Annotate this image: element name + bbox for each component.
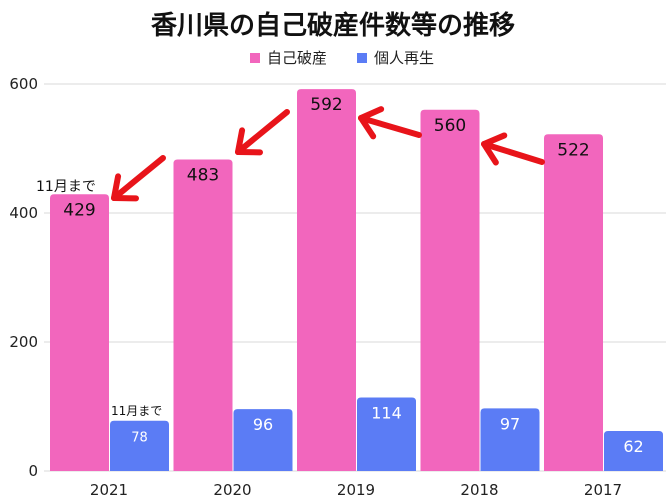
label-bankruptcy-2021: 429: [63, 200, 95, 220]
arrows: [111, 106, 545, 202]
label-bankruptcy-2017: 522: [557, 140, 589, 160]
annotation-bankruptcy-2021: 11月まで: [36, 179, 96, 195]
label-bankruptcy-2018: 560: [434, 116, 466, 136]
bar-bankruptcy-2021: [50, 194, 109, 472]
arrow-2018-to-2019: [358, 106, 422, 140]
x-tick-label-2019: 2019: [337, 481, 375, 499]
arrow-2020-to-2021: [111, 155, 166, 202]
arrow-2017-to-2018: [481, 132, 545, 166]
chart-title: 香川県の自己破産件数等の推移: [151, 10, 515, 41]
bar-bankruptcy-2019: [297, 89, 356, 471]
arrow-2019-to-2020: [235, 109, 290, 156]
bar-rehab-2021: [110, 420, 169, 471]
y-tick-label: 400: [9, 204, 38, 222]
value-labels: 429 78 483 96 592 114 560 97 522 62: [63, 95, 643, 456]
label-rehab-2021: 78: [131, 431, 148, 446]
bar-rehab-2017: [604, 431, 663, 471]
x-tick-label-2017: 2017: [584, 481, 622, 499]
bar-rehab-2020: [233, 409, 293, 471]
x-axis: 2021 2020 2019 2018 2017: [90, 481, 622, 499]
y-tick-label: 0: [28, 462, 38, 480]
annotation-rehab-2021: 11月まで: [111, 404, 162, 418]
label-rehab-2020: 96: [253, 415, 273, 434]
bar-rehab-2018: [480, 408, 540, 471]
y-axis: 0 200 400 600: [9, 75, 38, 480]
legend-label-bankruptcy: 自己破産: [267, 49, 327, 67]
annotations: 11月まで 11月まで: [36, 179, 162, 418]
bar-bankruptcy-2020: [173, 159, 233, 471]
label-rehab-2018: 97: [500, 414, 520, 433]
label-bankruptcy-2020: 483: [187, 165, 219, 185]
legend-swatch-bankruptcy: [250, 53, 260, 63]
y-tick-label: 200: [9, 333, 38, 351]
label-rehab-2019: 114: [371, 403, 402, 422]
bars: [50, 89, 663, 472]
bar-rehab-2019: [357, 397, 416, 471]
legend-swatch-rehab: [357, 53, 367, 63]
bar-bankruptcy-2017: [544, 134, 603, 471]
x-tick-label-2020: 2020: [213, 481, 251, 499]
legend-label-rehab: 個人再生: [374, 49, 434, 67]
legend: 自己破産 個人再生: [250, 49, 434, 67]
bar-bankruptcy-2018: [420, 109, 480, 472]
label-bankruptcy-2019: 592: [310, 95, 342, 115]
label-rehab-2017: 62: [623, 437, 643, 456]
y-tick-label: 600: [9, 75, 38, 93]
x-tick-label-2018: 2018: [460, 481, 498, 499]
x-tick-label-2021: 2021: [90, 481, 128, 499]
